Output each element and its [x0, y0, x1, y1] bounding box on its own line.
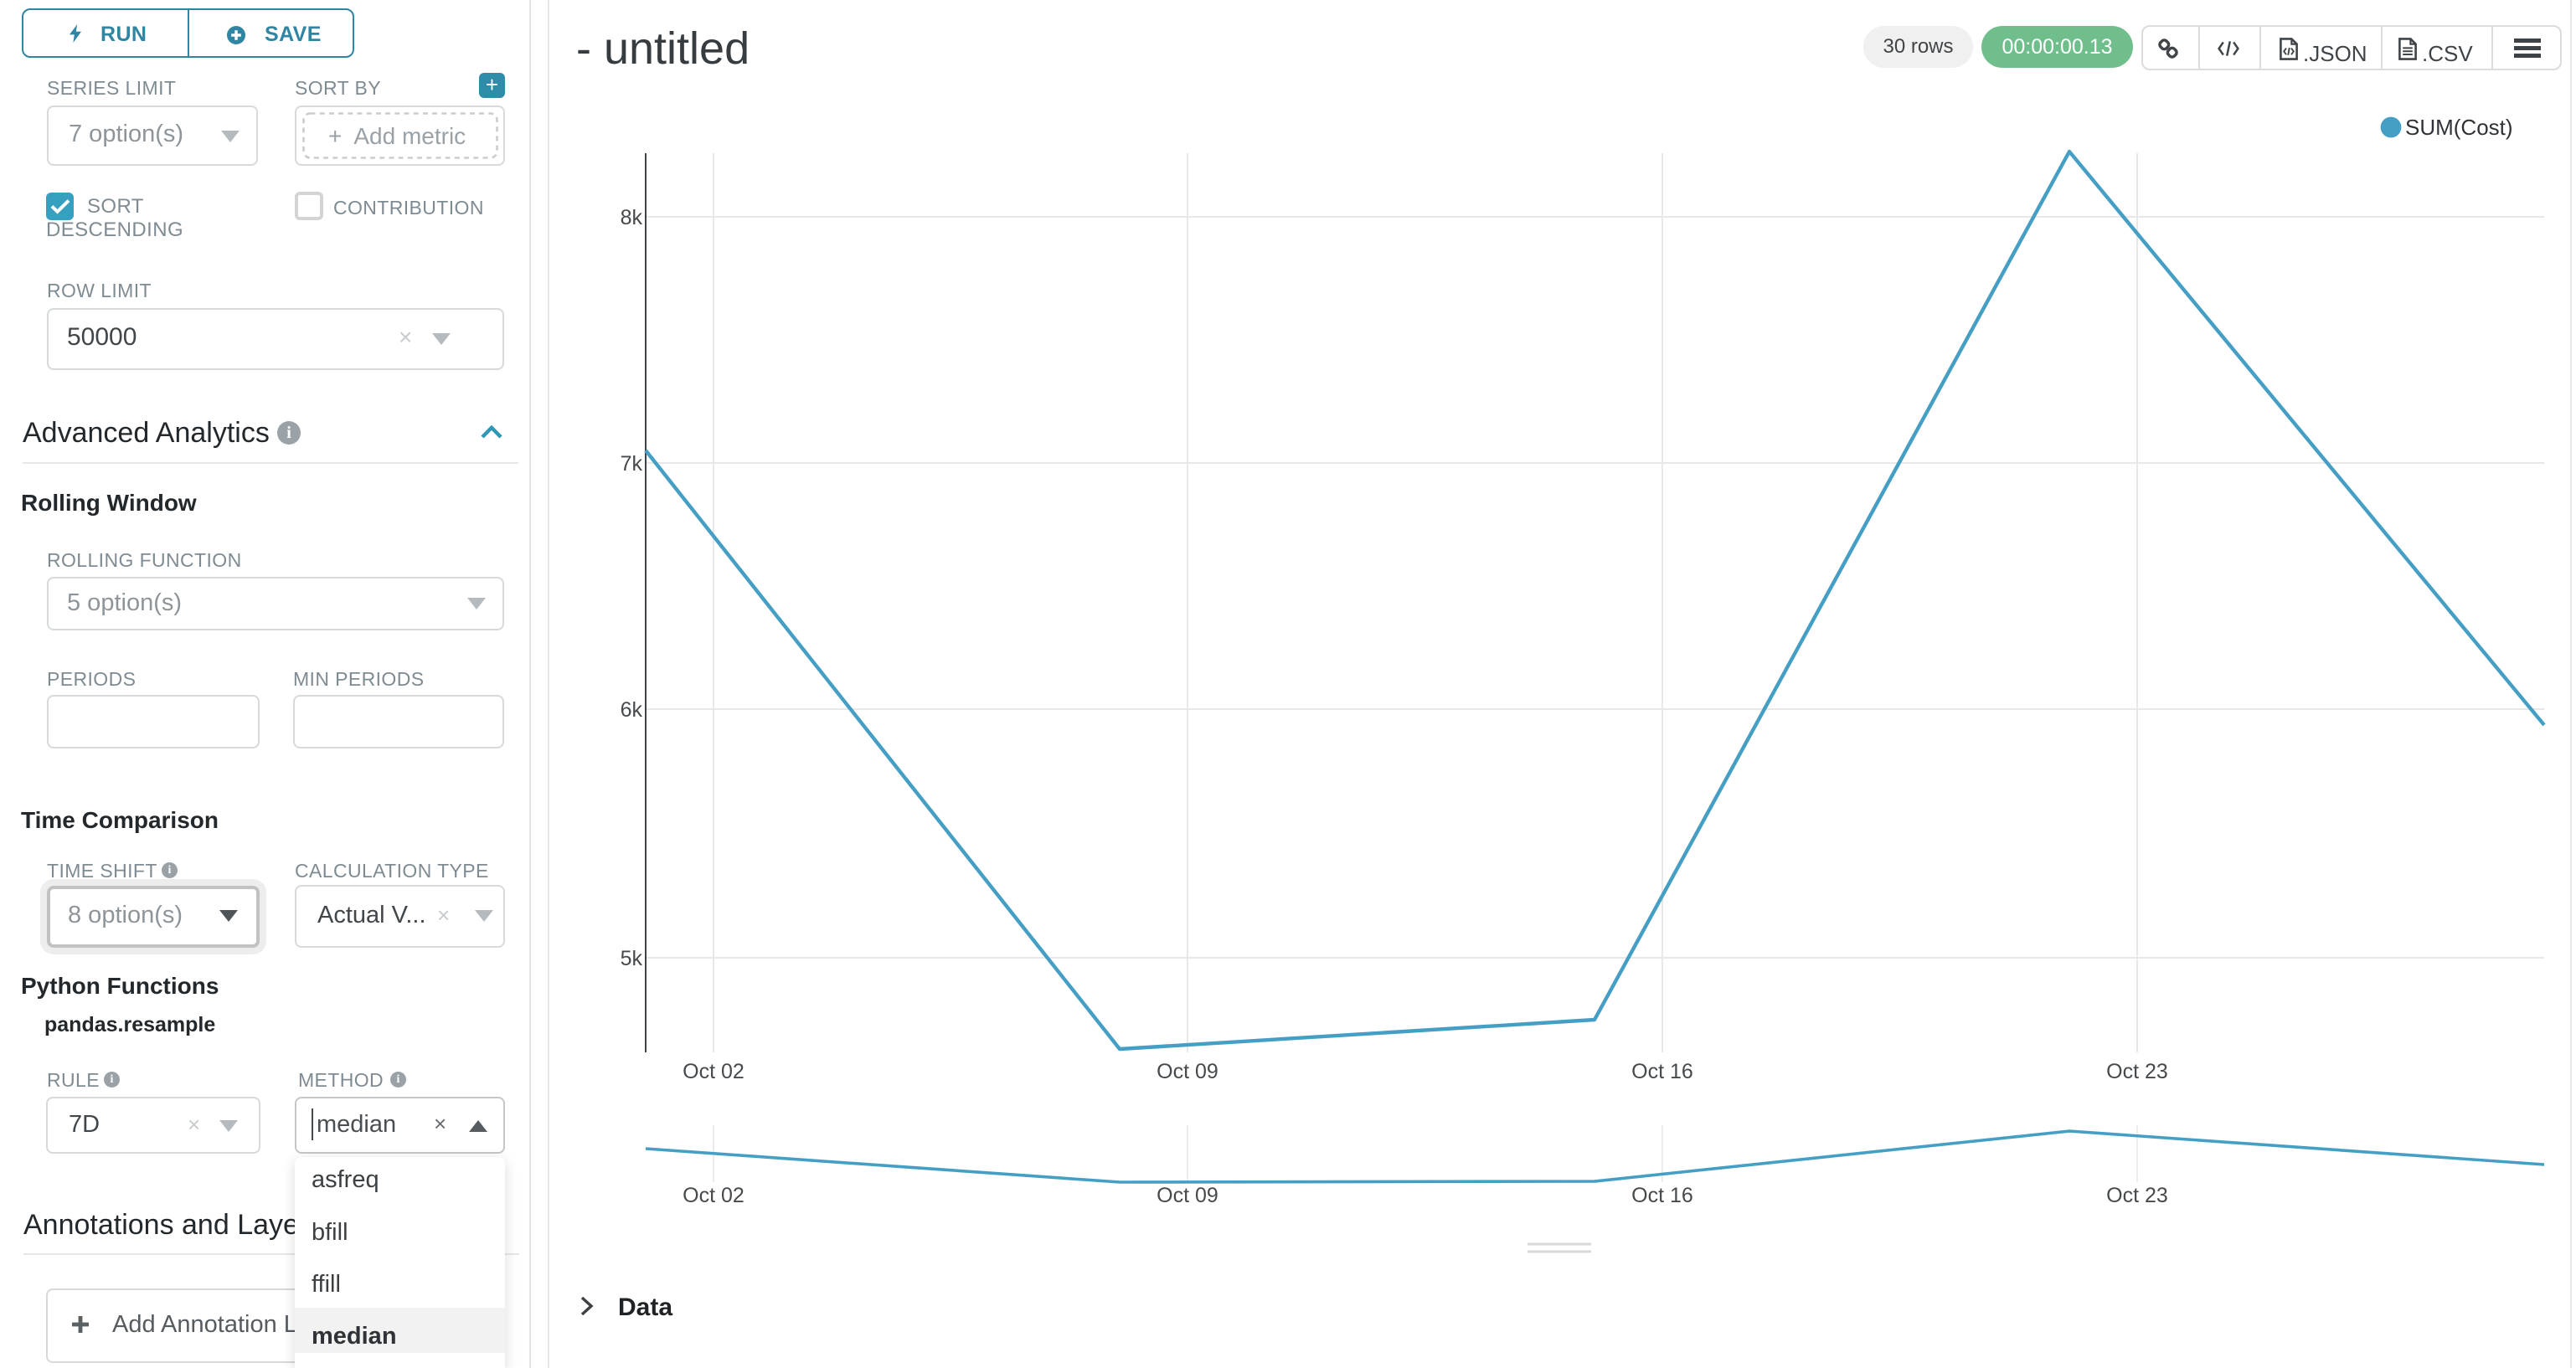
svg-text:Oct 16: Oct 16 — [1631, 1060, 1693, 1083]
svg-text:Oct 09: Oct 09 — [1157, 1184, 1218, 1207]
svg-text:Oct 23: Oct 23 — [2106, 1060, 2168, 1083]
svg-text:Oct 02: Oct 02 — [683, 1060, 744, 1083]
svg-text:7k: 7k — [621, 452, 643, 476]
svg-text:6k: 6k — [621, 698, 643, 722]
svg-text:Oct 23: Oct 23 — [2106, 1184, 2168, 1207]
svg-text:Oct 16: Oct 16 — [1631, 1184, 1693, 1207]
svg-text:Data: Data — [618, 1293, 672, 1321]
svg-text:5k: 5k — [621, 947, 643, 970]
svg-text:Oct 02: Oct 02 — [683, 1184, 744, 1207]
svg-text:Oct 09: Oct 09 — [1157, 1060, 1218, 1083]
svg-text:8k: 8k — [621, 206, 643, 229]
svg-text:SUM(Cost): SUM(Cost) — [2405, 115, 2513, 140]
